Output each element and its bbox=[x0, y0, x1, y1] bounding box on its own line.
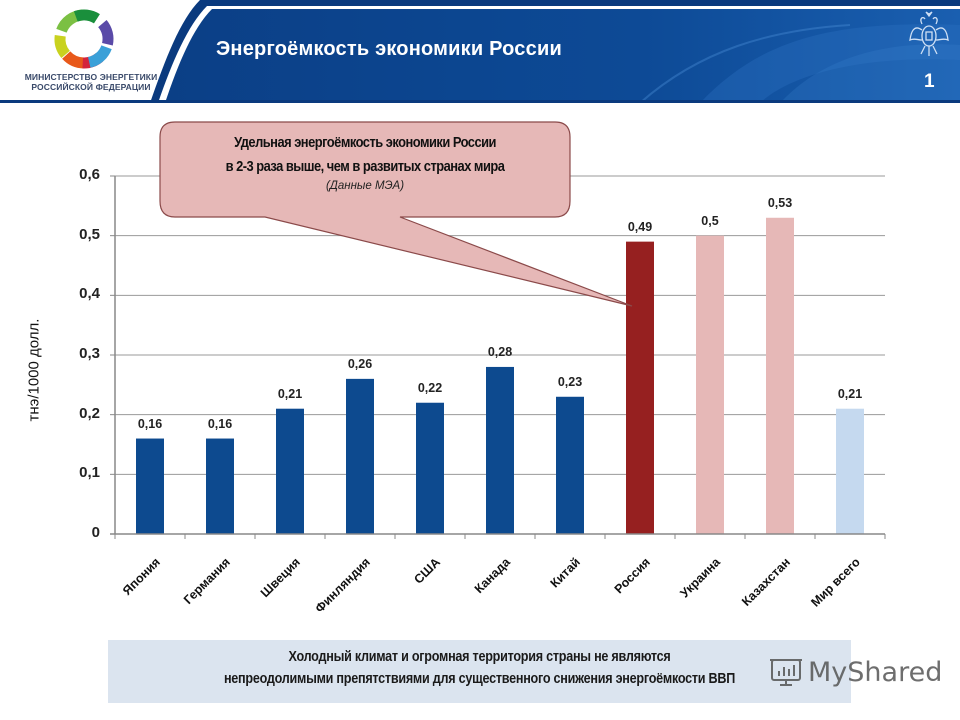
bar-value-label: 0,49 bbox=[627, 219, 653, 234]
bar-6 bbox=[556, 396, 584, 534]
bar-9 bbox=[766, 217, 794, 534]
bar-2 bbox=[276, 408, 304, 534]
presentation-board-icon bbox=[770, 659, 802, 686]
callout-source: (Данные МЭА) bbox=[325, 180, 405, 192]
bar-value-label: 0,22 bbox=[417, 380, 443, 395]
y-tick-label: 0,1 bbox=[79, 464, 100, 482]
header-banner bbox=[0, 0, 960, 103]
bar-value-label: 0,5 bbox=[701, 213, 719, 228]
bar-chart bbox=[110, 121, 886, 539]
slide-header: МИНИСТЕРСТВО ЭНЕРГЕТИКИ РОССИЙСКОЙ ФЕДЕР… bbox=[0, 0, 960, 108]
watermark: MyShared bbox=[768, 655, 942, 689]
conclusion-text: Холодный климат и огромная территория ст… bbox=[108, 646, 851, 690]
conclusion-line-1: Холодный климат и огромная территория ст… bbox=[288, 648, 671, 665]
chart-axes bbox=[110, 175, 886, 539]
bar-value-label: 0,16 bbox=[137, 416, 163, 431]
y-tick-label: 0,5 bbox=[79, 225, 100, 243]
ministry-line-2: РОССИЙСКОЙ ФЕДЕРАЦИИ bbox=[31, 82, 151, 92]
callout-line-1: Удельная энергоёмкость экономики России bbox=[234, 134, 496, 151]
callout-text: Удельная энергоёмкость экономики России … bbox=[160, 131, 570, 192]
chart-bars bbox=[136, 217, 864, 534]
bar-3 bbox=[346, 378, 374, 534]
ministry-ring-logo-icon bbox=[54, 9, 114, 69]
y-axis-label: тнэ/1000 долл. bbox=[25, 318, 43, 422]
bar-value-label: 0,26 bbox=[347, 356, 373, 371]
conclusion-line-2: непреодолимыми препятствиями для существ… bbox=[223, 670, 736, 687]
callout-line-2: в 2-3 раза выше, чем в развитых странах … bbox=[225, 158, 505, 175]
bar-value-label: 0,53 bbox=[767, 195, 793, 210]
ministry-name: МИНИСТЕРСТВО ЭНЕРГЕТИКИ РОССИЙСКОЙ ФЕДЕР… bbox=[6, 72, 176, 92]
slide-number: 1 bbox=[924, 71, 935, 92]
bar-value-label: 0,16 bbox=[207, 416, 233, 431]
double-headed-eagle-icon bbox=[909, 11, 949, 56]
conclusion-box bbox=[108, 640, 851, 703]
bar-1 bbox=[206, 438, 234, 534]
y-tick-label: 0,3 bbox=[79, 345, 100, 362]
callout-balloon bbox=[159, 121, 633, 307]
bar-4 bbox=[416, 402, 444, 534]
bar-value-label: 0,28 bbox=[487, 344, 513, 359]
bar-10 bbox=[836, 408, 864, 534]
ministry-line-1: МИНИСТЕРСТВО ЭНЕРГЕТИКИ bbox=[24, 72, 158, 82]
y-tick-label: 0,4 bbox=[79, 285, 100, 303]
bar-value-label: 0,21 bbox=[277, 386, 303, 401]
y-tick-label: 0,6 bbox=[79, 166, 100, 183]
bar-0 bbox=[136, 438, 164, 534]
bar-5 bbox=[486, 366, 514, 534]
bar-value-label: 0,23 bbox=[557, 374, 583, 389]
bar-value-label: 0,21 bbox=[837, 386, 863, 401]
watermark-text: MyShared bbox=[808, 656, 943, 688]
bar-7 bbox=[626, 241, 654, 534]
y-tick-label: 0 bbox=[91, 524, 100, 541]
page-title: Энергоёмкость экономики России bbox=[216, 38, 562, 60]
bar-8 bbox=[696, 235, 724, 534]
y-tick-label: 0,2 bbox=[79, 404, 100, 422]
ministry-logo: МИНИСТЕРСТВО ЭНЕРГЕТИКИ РОССИЙСКОЙ ФЕДЕР… bbox=[0, 0, 175, 104]
